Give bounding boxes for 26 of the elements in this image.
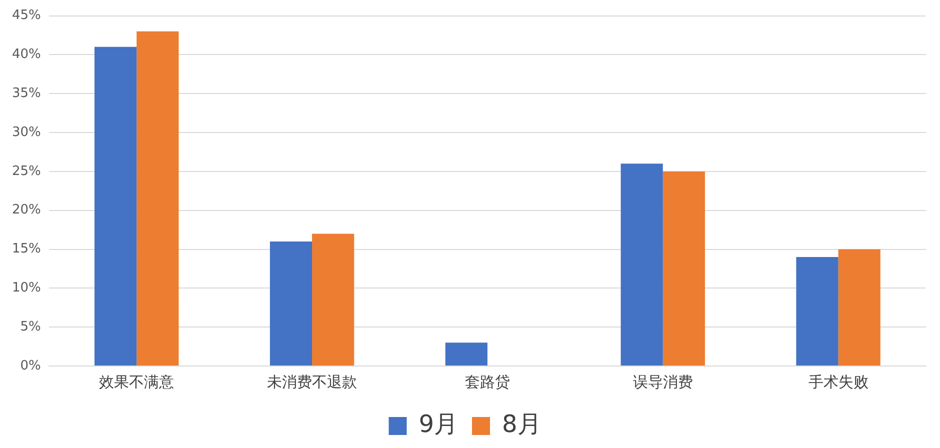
legend-label: 8月: [502, 410, 542, 438]
bar: [445, 342, 488, 366]
y-tick-label: 40%: [12, 47, 41, 62]
y-tick-label: 35%: [12, 86, 41, 101]
bar: [94, 46, 137, 366]
legend-label: 9月: [418, 410, 458, 438]
x-tick-label: 误导消费: [632, 372, 693, 391]
y-tick-label: 25%: [12, 164, 41, 179]
bar: [312, 234, 354, 366]
y-tick-label: 10%: [12, 280, 41, 296]
x-tick-label: 手术失败: [808, 372, 868, 391]
bar: [796, 257, 838, 366]
bar: [620, 164, 663, 366]
y-tick-label: 30%: [12, 124, 41, 140]
y-tick-label: 5%: [20, 319, 41, 334]
x-tick-label: 效果不满意: [99, 372, 174, 391]
x-tick-label: 套路贷: [464, 372, 510, 391]
bar: [270, 241, 312, 366]
y-tick-label: 45%: [12, 8, 41, 24]
y-tick-label: 15%: [12, 242, 41, 257]
bar: [838, 249, 880, 366]
y-tick-label: 20%: [12, 202, 41, 218]
x-tick-label: 未消费不退款: [267, 372, 358, 391]
bar: [662, 171, 705, 366]
bar: [136, 31, 179, 366]
y-tick-label: 0%: [20, 358, 41, 374]
